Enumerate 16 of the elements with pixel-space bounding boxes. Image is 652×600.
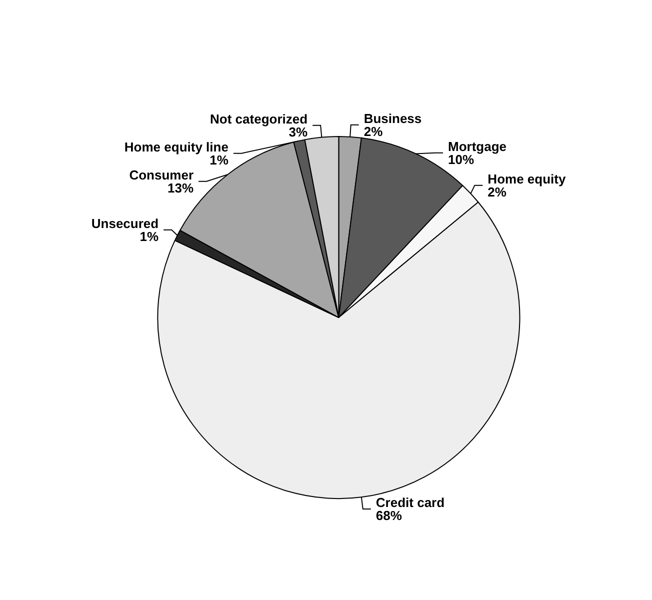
data-label: 2% (488, 184, 507, 200)
data-label: 1% (210, 152, 229, 168)
slice-label: Home equity line (124, 139, 228, 154)
data-label: 1% (140, 228, 160, 244)
data-label: 2% (364, 124, 384, 139)
slice-label: Home equity (488, 171, 566, 186)
data-label: 10% (448, 152, 474, 167)
slice-label: Not categorized (210, 111, 308, 126)
slice-label: Business (364, 110, 422, 126)
slice-label: Credit card (376, 495, 445, 510)
slice-label: Consumer (129, 167, 194, 182)
data-label: 3% (288, 124, 308, 140)
data-label: 13% (167, 180, 194, 196)
slice-label: Mortgage (448, 138, 507, 154)
slice-label: Unsecured (91, 216, 159, 231)
data-label: 68% (376, 508, 402, 524)
